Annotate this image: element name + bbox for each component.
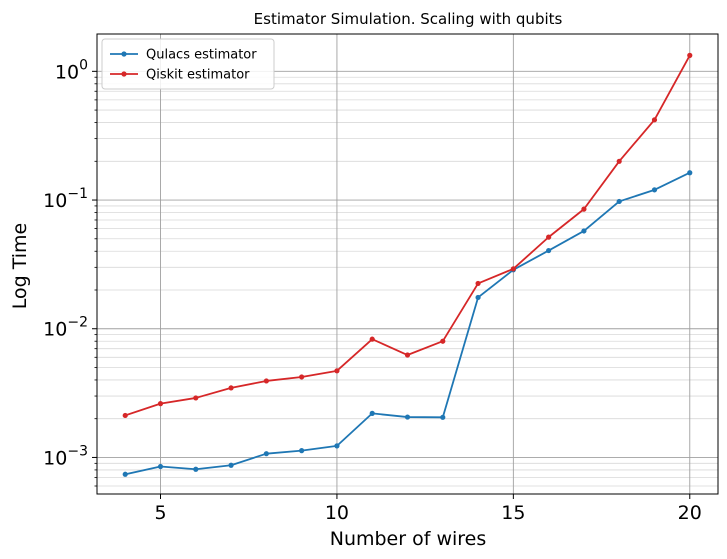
x-tick-label: 20 bbox=[678, 502, 702, 524]
legend-label: Qulacs estimator bbox=[146, 48, 257, 63]
data-point bbox=[475, 280, 481, 287]
data-point bbox=[299, 448, 305, 454]
data-point bbox=[440, 338, 446, 344]
data-point bbox=[369, 336, 375, 342]
data-point bbox=[263, 451, 269, 457]
data-point bbox=[369, 410, 375, 416]
x-tick-label: 5 bbox=[154, 502, 166, 524]
x-tick-label: 10 bbox=[325, 502, 349, 524]
data-point bbox=[299, 374, 305, 380]
y-tick-label: 10−1 bbox=[43, 186, 88, 212]
data-point bbox=[546, 247, 552, 254]
data-point bbox=[122, 471, 128, 477]
legend-marker bbox=[121, 71, 127, 77]
y-axis-label: Log Time bbox=[9, 223, 31, 309]
y-tick-label: 10−2 bbox=[43, 315, 88, 341]
data-point bbox=[404, 414, 411, 420]
data-point bbox=[334, 443, 340, 449]
legend-marker bbox=[121, 51, 127, 57]
data-point bbox=[616, 198, 622, 205]
x-tick-label: 15 bbox=[501, 502, 525, 524]
series-layer bbox=[122, 52, 693, 477]
chart-title: Estimator Simulation. Scaling with qubit… bbox=[254, 10, 563, 28]
data-point bbox=[651, 187, 658, 193]
data-point bbox=[651, 117, 658, 123]
y-tick-label: 100 bbox=[55, 57, 88, 83]
data-point bbox=[157, 401, 164, 407]
legend-label: Qiskit estimator bbox=[146, 68, 250, 83]
data-point bbox=[122, 412, 128, 419]
plot-frame bbox=[96, 33, 719, 495]
data-point bbox=[228, 385, 234, 391]
data-point bbox=[404, 352, 411, 358]
legend: Qulacs estimator Qiskit estimator bbox=[101, 38, 275, 90]
data-point bbox=[475, 294, 481, 301]
data-point bbox=[581, 228, 587, 234]
data-point bbox=[263, 378, 269, 384]
data-point bbox=[334, 368, 340, 374]
data-point bbox=[510, 266, 516, 272]
data-point bbox=[581, 206, 587, 212]
data-point bbox=[193, 466, 199, 472]
series-qulacs-estimator bbox=[122, 170, 693, 477]
y-tick-label: 10−3 bbox=[43, 443, 88, 469]
series-qiskit-estimator bbox=[122, 52, 693, 419]
data-point bbox=[616, 158, 622, 164]
data-point bbox=[440, 414, 446, 420]
x-axis-label: Number of wires bbox=[330, 528, 487, 550]
data-point bbox=[687, 170, 693, 176]
ticks: 10−3 10−2 10−1 100 5 10 15 20 bbox=[43, 57, 702, 524]
data-point bbox=[546, 234, 552, 240]
data-point bbox=[193, 395, 199, 401]
data-point bbox=[157, 463, 164, 470]
data-point bbox=[228, 462, 234, 468]
data-point bbox=[687, 52, 693, 58]
legend-box bbox=[101, 38, 275, 90]
